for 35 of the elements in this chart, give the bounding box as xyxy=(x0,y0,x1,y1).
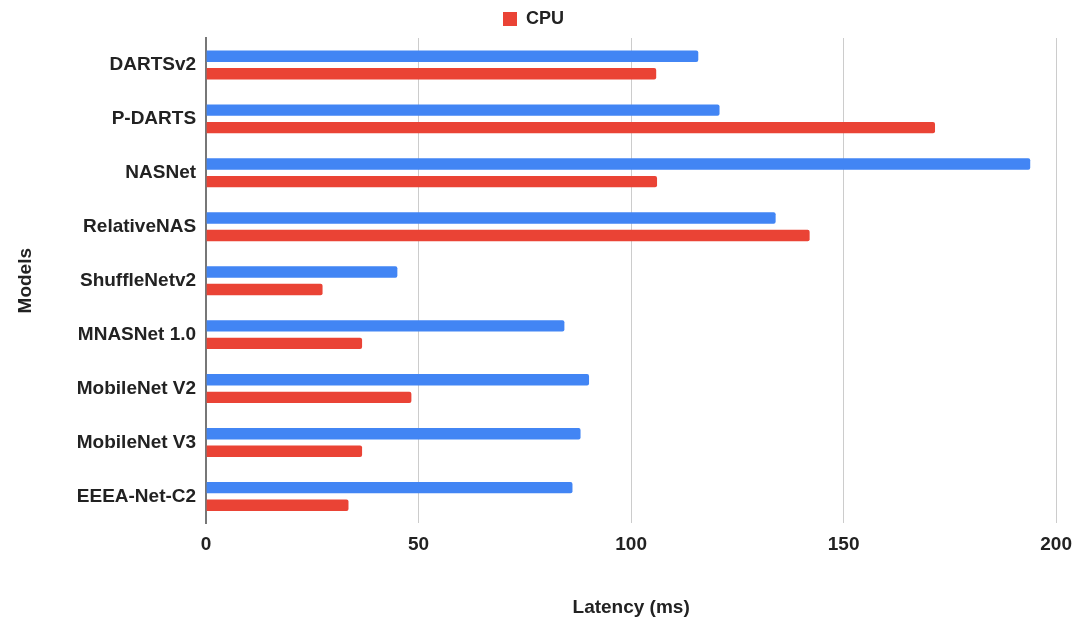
bar xyxy=(206,212,776,224)
x-tick-label: 0 xyxy=(200,533,212,555)
y-tick-label: NASNet xyxy=(125,161,197,183)
bar xyxy=(206,104,720,116)
bar xyxy=(206,229,810,242)
y-axis-title: Models xyxy=(13,247,35,314)
bar xyxy=(206,428,581,440)
y-tick-label: DARTSv2 xyxy=(109,53,197,75)
y-tick-label: MobileNet V2 xyxy=(76,376,197,398)
bar xyxy=(206,266,398,278)
bar xyxy=(206,50,699,62)
y-tick-label: P-DARTS xyxy=(111,107,197,129)
y-tick-label: RelativeNAS xyxy=(83,215,197,236)
x-tick-label: 150 xyxy=(827,533,860,555)
x-axis-title: Latency (ms) xyxy=(572,595,690,617)
y-tick-label: MNASNet 1.0 xyxy=(77,322,197,344)
x-tick-label: 100 xyxy=(615,533,647,555)
bar xyxy=(206,175,658,188)
x-tick-label: 200 xyxy=(1040,533,1072,555)
bar xyxy=(206,121,936,134)
x-tick-label: 50 xyxy=(408,533,430,555)
legend-label: CPU xyxy=(526,7,565,28)
bar xyxy=(206,374,590,386)
bar xyxy=(206,391,412,404)
bar xyxy=(206,158,1031,170)
bar xyxy=(206,320,565,332)
bar xyxy=(206,445,363,457)
bar xyxy=(206,283,323,296)
bar xyxy=(206,68,657,80)
y-tick-label: MobileNet V3 xyxy=(76,430,197,452)
bar xyxy=(206,337,363,350)
bar xyxy=(206,481,573,494)
bar xyxy=(206,499,349,511)
y-tick-label: ShuffleNetv2 xyxy=(79,268,197,290)
y-tick-label: EEEA-Net-C2 xyxy=(76,484,197,506)
